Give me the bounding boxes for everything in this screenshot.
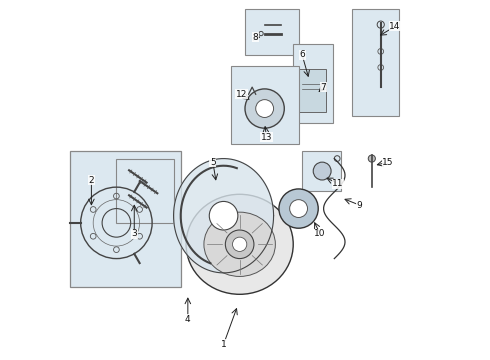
Text: 4: 4 (185, 315, 191, 324)
Circle shape (368, 155, 375, 162)
Text: 10: 10 (314, 229, 326, 238)
Text: 11: 11 (332, 179, 343, 188)
Circle shape (225, 230, 254, 258)
Text: 2: 2 (89, 176, 94, 185)
Bar (352, 9, 398, 116)
Bar (70, 152, 181, 287)
Bar (245, 9, 298, 55)
Text: 8: 8 (253, 33, 259, 42)
Circle shape (256, 100, 273, 117)
Bar (231, 66, 298, 144)
Text: 13: 13 (261, 132, 272, 141)
Bar (293, 44, 333, 123)
Text: 9: 9 (356, 201, 362, 210)
Circle shape (279, 189, 318, 228)
Circle shape (245, 89, 284, 128)
Polygon shape (173, 158, 273, 273)
Text: 7: 7 (321, 83, 326, 92)
Circle shape (232, 237, 247, 251)
Text: 12: 12 (236, 90, 247, 99)
Text: 14: 14 (390, 22, 401, 31)
Circle shape (290, 200, 308, 217)
Bar (302, 152, 342, 191)
Circle shape (209, 202, 238, 230)
Text: 15: 15 (382, 158, 393, 167)
Bar (117, 158, 173, 223)
Bar (298, 69, 326, 112)
Ellipse shape (204, 212, 275, 276)
Circle shape (313, 162, 331, 180)
Text: 1: 1 (220, 340, 226, 349)
Ellipse shape (186, 194, 293, 294)
Text: 3: 3 (131, 229, 137, 238)
Text: 6: 6 (299, 50, 305, 59)
Text: 5: 5 (210, 158, 216, 167)
